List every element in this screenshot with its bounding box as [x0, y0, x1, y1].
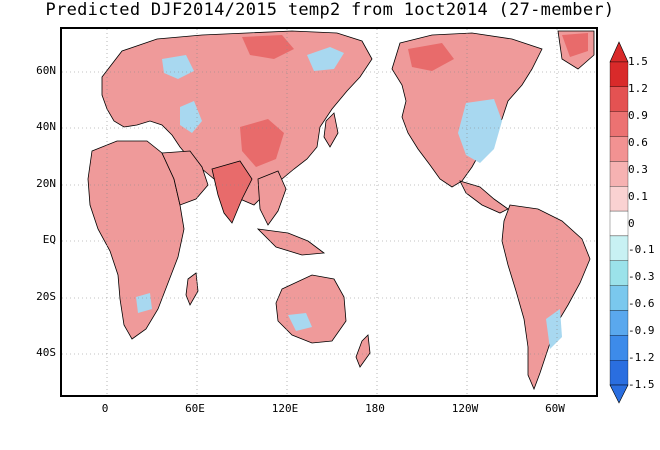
y-tick-label: 60N	[36, 64, 56, 77]
map-title: Predicted DJF2014/2015 temp2 from 1oct20…	[45, 0, 615, 20]
land-anomaly-layer	[87, 30, 595, 391]
colorbar-tick-label: -0.9	[628, 324, 655, 338]
colorbar-tick-label: 0.1	[628, 189, 648, 203]
cool-patch-southern-africa	[136, 293, 152, 313]
warm-patch-siberia	[242, 35, 294, 59]
graticule	[62, 29, 596, 395]
colorbar-swatch	[609, 260, 629, 286]
x-tick-label: 0	[101, 402, 109, 415]
colorbar-tick-label: 0.3	[628, 162, 648, 176]
y-tick-label: 40N	[36, 120, 56, 133]
warm-patch-tibet	[240, 119, 284, 167]
cool-patch-siberia	[307, 47, 344, 71]
cool-patch-australia	[288, 313, 312, 331]
x-tick-label: 120E	[271, 402, 299, 415]
y-tick-label: EQ	[42, 233, 56, 246]
map-panel	[60, 27, 598, 397]
anomaly-map	[62, 29, 596, 395]
colorbar	[609, 41, 629, 404]
x-tick-label: 60E	[185, 402, 205, 415]
x-tick-label: 60W	[545, 402, 565, 415]
colorbar-tick-label: -1.2	[628, 351, 655, 365]
colorbar-swatch	[609, 310, 629, 336]
colorbar-tick-label: -1.5	[628, 378, 655, 391]
x-tick-label: 120W	[451, 402, 479, 415]
colorbar-swatch	[609, 186, 629, 212]
colorbar-swatch	[609, 161, 629, 187]
colorbar-arrow-bottom	[609, 384, 629, 404]
colorbar-tick-label: -0.3	[628, 270, 655, 284]
landmass-japan	[323, 112, 339, 148]
colorbar-tick-label: 0	[628, 216, 635, 230]
y-tick-label: 20N	[36, 177, 56, 190]
landmass-indonesia	[256, 228, 326, 256]
warm-patch-greenland	[562, 33, 588, 57]
x-tick-label: 180	[365, 402, 385, 415]
cool-patch-south-america	[546, 309, 562, 349]
landmass-central-america	[459, 180, 509, 214]
colorbar-swatch	[609, 136, 629, 162]
landmass-india	[211, 160, 253, 224]
colorbar-swatch	[609, 335, 629, 361]
landmass-africa	[87, 140, 185, 340]
colorbar-swatch	[609, 210, 629, 237]
landmass-se-asia	[257, 170, 287, 226]
warm-patch-alaska	[408, 43, 454, 71]
landmass-new-zealand	[355, 334, 371, 368]
cool-patch-central-asia	[180, 101, 202, 133]
y-tick-label: 20S	[36, 290, 56, 303]
colorbar-arrow-top	[609, 41, 629, 63]
colorbar-swatch	[609, 235, 629, 261]
colorbar-tick-label: 0.6	[628, 135, 648, 149]
colorbar-swatch	[609, 61, 629, 87]
colorbar-tick-label: -0.6	[628, 297, 655, 311]
colorbar-tick-label: 1.2	[628, 81, 648, 95]
y-tick-label: 40S	[36, 346, 56, 359]
colorbar-cells	[609, 41, 629, 404]
colorbar-swatch	[609, 111, 629, 137]
landmass-madagascar	[185, 272, 199, 306]
colorbar-tick-label: 0.9	[628, 108, 648, 122]
colorbar-swatch	[609, 86, 629, 112]
warm-strong-layer	[240, 33, 588, 167]
colorbar-tick-label: 1.5	[628, 55, 648, 68]
cool-patch-north-america	[458, 99, 502, 163]
landmass-south-america	[501, 204, 591, 391]
colorbar-tick-label: -0.1	[628, 243, 655, 257]
cool-patch-russia	[162, 55, 194, 79]
colorbar-swatch	[609, 360, 629, 386]
colorbar-swatch	[609, 285, 629, 311]
landmass-arabia	[161, 150, 209, 206]
landmass-australia	[275, 274, 347, 344]
cool-anomaly-layer	[136, 47, 562, 349]
